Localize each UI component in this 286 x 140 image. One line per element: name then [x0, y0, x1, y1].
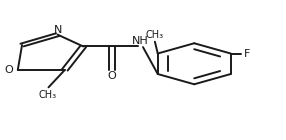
Text: O: O — [107, 71, 116, 81]
Text: O: O — [5, 65, 14, 75]
Text: NH: NH — [132, 36, 149, 46]
Text: F: F — [243, 48, 250, 59]
Text: N: N — [53, 25, 62, 35]
Text: CH₃: CH₃ — [146, 30, 164, 39]
Text: CH₃: CH₃ — [39, 90, 57, 100]
